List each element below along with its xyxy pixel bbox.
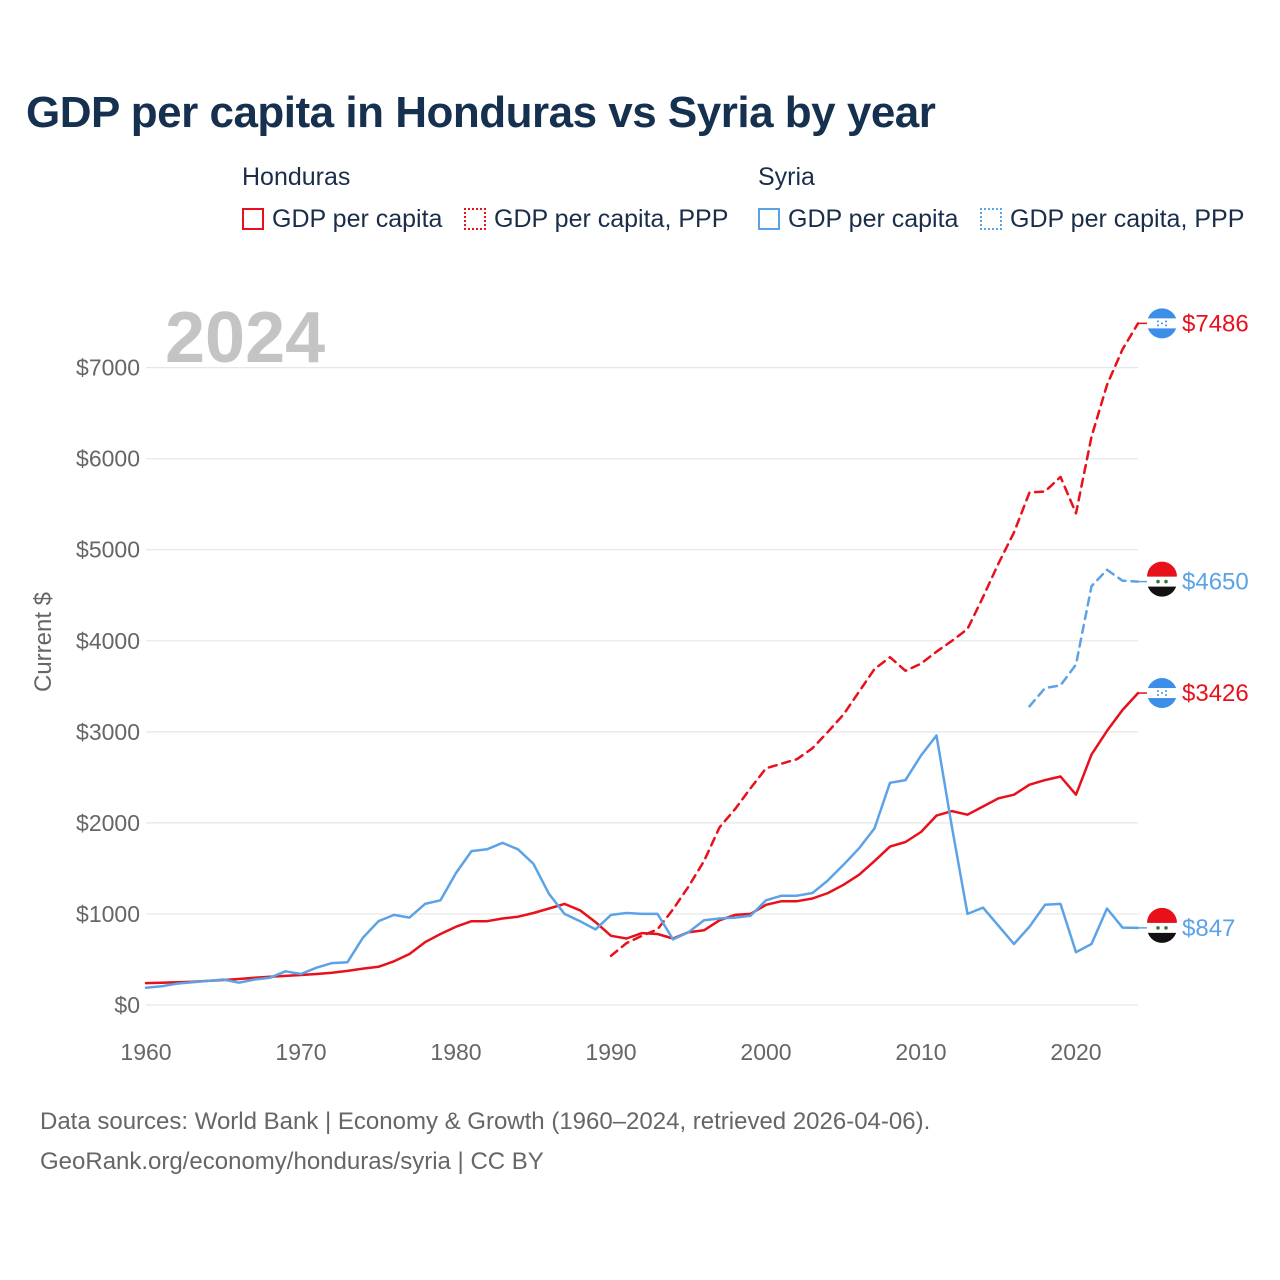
flag-star: [1165, 320, 1167, 323]
legend-item-honduras-gdp[interactable]: GDP per capita: [242, 204, 442, 234]
end-value-label: $847: [1182, 915, 1235, 942]
flag-star: [1157, 320, 1159, 323]
x-tick-label: 2000: [740, 1039, 791, 1065]
y-tick-label: $1000: [76, 901, 140, 927]
legend-swatch-dotted-blue: [980, 208, 1002, 230]
x-tick-label: 1970: [275, 1039, 326, 1065]
series-line-syria-dashed: [1028, 568, 1140, 708]
flag-star: [1165, 690, 1167, 693]
y-tick-label: $5000: [76, 537, 140, 563]
legend-item-honduras-ppp[interactable]: GDP per capita, PPP: [464, 204, 728, 234]
end-value-label: $4650: [1182, 569, 1249, 596]
legend-swatch-solid-blue: [758, 208, 780, 230]
end-value-label: $7486: [1182, 310, 1249, 337]
flag-star: [1157, 324, 1159, 327]
y-tick-label: $0: [114, 992, 140, 1018]
legend-label: GDP per capita: [272, 204, 443, 233]
legend-label: GDP per capita: [788, 204, 959, 233]
end-value-label: $3426: [1182, 680, 1249, 707]
y-tick-label: $7000: [76, 355, 140, 381]
series-line-honduras-dashed: [609, 322, 1140, 958]
footer-sources: Data sources: World Bank | Economy & Gro…: [40, 1108, 931, 1135]
legend-item-syria-ppp[interactable]: GDP per capita, PPP: [980, 204, 1244, 234]
legend-swatch-solid-red: [242, 208, 264, 230]
chart-title: GDP per capita in Honduras vs Syria by y…: [26, 88, 936, 137]
y-tick-label: $6000: [76, 446, 140, 472]
legend-label: GDP per capita, PPP: [494, 204, 729, 233]
footer-attribution: GeoRank.org/economy/honduras/syria | CC …: [40, 1148, 544, 1175]
series-line-syria-solid: [144, 734, 1140, 989]
x-tick-label: 1980: [430, 1039, 481, 1065]
x-tick-label: 1990: [585, 1039, 636, 1065]
flag-stripe: [1147, 907, 1177, 923]
y-tick-label: $2000: [76, 810, 140, 836]
x-tick-label: 1960: [120, 1039, 171, 1065]
flag-star: [1165, 694, 1167, 697]
legend-group-honduras: Honduras: [242, 163, 351, 191]
flag-star: [1161, 692, 1163, 695]
y-axis-label: Current $: [30, 592, 57, 692]
legend-group-syria: Syria: [758, 163, 815, 191]
y-tick-label: $4000: [76, 628, 140, 654]
flag-star: [1156, 926, 1160, 930]
y-tick-label: $3000: [76, 719, 140, 745]
flag-star: [1165, 324, 1167, 327]
legend-swatch-dotted-red: [464, 208, 486, 230]
legend-label: GDP per capita, PPP: [1010, 204, 1245, 233]
x-tick-label: 2010: [895, 1039, 946, 1065]
flag-star: [1157, 694, 1159, 697]
flag-stripe: [1147, 561, 1177, 577]
flag-star: [1164, 926, 1168, 930]
flag-stripe: [1147, 576, 1177, 587]
series-line-honduras-solid: [144, 691, 1140, 985]
flag-star: [1164, 579, 1168, 584]
year-label: 2024: [165, 298, 325, 378]
flag-stripe: [1147, 922, 1177, 933]
x-tick-label: 2020: [1050, 1039, 1101, 1065]
flag-star: [1156, 579, 1160, 584]
flag-star: [1157, 690, 1159, 693]
flag-star: [1161, 322, 1163, 325]
legend-item-syria-gdp[interactable]: GDP per capita: [758, 204, 958, 234]
